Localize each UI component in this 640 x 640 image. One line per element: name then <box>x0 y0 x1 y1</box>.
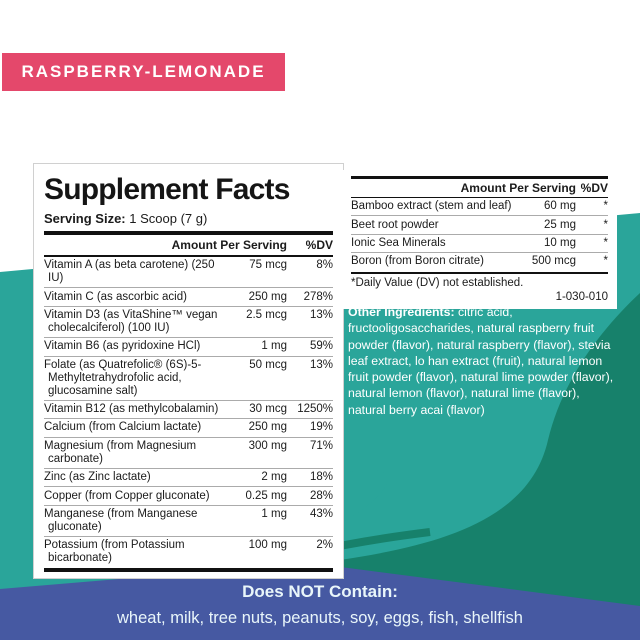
row-dv: * <box>603 255 608 268</box>
row-name: Zinc (as Zinc lactate) <box>44 471 151 484</box>
blue-band <box>0 563 640 640</box>
serving-size-value: 1 Scoop (7 g) <box>129 211 208 226</box>
allergen-items: wheat, milk, tree nuts, peanuts, soy, eg… <box>117 609 523 627</box>
row-dv: * <box>603 200 608 213</box>
row-dv: 43% <box>309 507 333 520</box>
row-dv: 1250% <box>297 403 333 416</box>
row-dv: 71% <box>309 439 333 452</box>
table-row: Manganese (from Manganese gluconate) 1 m… <box>44 504 333 536</box>
table-row: Zinc (as Zinc lactate) 2 mg 18% <box>44 468 333 486</box>
row-amount: 250 mg <box>248 421 287 434</box>
flavor-banner-label: RASPBERRY-LEMONADE <box>21 62 266 81</box>
row-amount: 250 mg <box>248 290 287 303</box>
table-row: Vitamin A (as beta carotene) (250 IU) 75… <box>44 257 333 287</box>
row-amount: 10 mg <box>544 236 576 249</box>
row-name: Beet root powder <box>351 218 439 231</box>
row-amount: 2.5 mcg <box>246 308 287 321</box>
row-dv: 59% <box>309 340 333 353</box>
table-row: Vitamin D3 (as VitaShine™ vegan cholecal… <box>44 305 333 337</box>
table-row: Ionic Sea Minerals 10 mg * <box>351 233 608 252</box>
row-amount: 1 mg <box>261 340 287 353</box>
row-dv: 8% <box>316 259 333 272</box>
row-amount: 100 mg <box>248 539 287 552</box>
row-amount: 25 mg <box>544 218 576 231</box>
dark-leaf-shape <box>105 293 640 640</box>
daily-value-footnote: *Daily Value (DV) not established. <box>351 276 524 289</box>
row-dv: * <box>603 236 608 249</box>
row-name: Calcium (from Calcium lactate) <box>44 421 202 434</box>
row-amount: 0.25 mg <box>245 489 287 502</box>
row-name: Copper (from Copper gluconate) <box>44 489 210 502</box>
allergen-statement: Does NOT Contain: wheat, milk, tree nuts… <box>0 582 640 628</box>
row-amount: 60 mg <box>544 200 576 213</box>
row-dv: * <box>603 218 608 231</box>
table-row: Calcium (from Calcium lactate) 250 mg 19… <box>44 418 333 436</box>
row-dv: 18% <box>309 471 333 484</box>
panel-title: Supplement Facts <box>44 173 290 206</box>
row-dv: 13% <box>309 358 333 371</box>
row-dv: 19% <box>309 421 333 434</box>
row-amount: 75 mcg <box>249 259 287 272</box>
table-row: Copper (from Copper gluconate) 0.25 mg 2… <box>44 486 333 504</box>
supplement-facts-panel: Supplement Facts Serving Size: 1 Scoop (… <box>33 163 344 579</box>
row-name: Folate (as Quatrefolic® (6S)-5-Methyltet… <box>44 358 202 397</box>
table-row: Potassium (from Potassium bicarbonate) 1… <box>44 536 333 567</box>
row-amount: 30 mcg <box>249 403 287 416</box>
table-row: Bamboo extract (stem and leaf) 60 mg * <box>351 198 608 215</box>
row-name: Vitamin B6 (as pyridoxine HCl) <box>44 340 201 353</box>
table-row: Magnesium (from Magnesium carbonate) 300… <box>44 436 333 468</box>
row-name: Boron (from Boron citrate) <box>351 255 484 268</box>
row-amount: 1 mg <box>261 507 287 520</box>
row-name: Vitamin A (as beta carotene) (250 IU) <box>44 259 215 285</box>
other-ingredients: Other Ingredients: citric acid, fructool… <box>348 304 618 418</box>
header-dv-label: %DV <box>580 181 608 195</box>
divider-medium <box>351 271 608 274</box>
row-dv: 28% <box>309 489 333 502</box>
row-name: Vitamin D3 (as VitaShine™ vegan cholecal… <box>44 308 218 334</box>
header-dv-label: %DV <box>305 238 333 252</box>
table-row: Boron (from Boron citrate) 500 mcg * <box>351 252 608 270</box>
table-row: Beet root powder 25 mg * <box>351 215 608 233</box>
allergen-heading: Does NOT Contain: <box>242 582 398 601</box>
row-name: Bamboo extract (stem and leaf) <box>351 200 512 213</box>
row-amount: 300 mg <box>248 439 287 452</box>
row-amount: 50 mcg <box>249 358 287 371</box>
secondary-facts-panel: Amount Per Serving %DV Bamboo extract (s… <box>342 170 617 309</box>
table-header: Amount Per Serving %DV <box>44 235 333 257</box>
divider-bottom <box>44 567 333 572</box>
facts-table: Vitamin A (as beta carotene) (250 IU) 75… <box>44 257 333 568</box>
serving-size-label: Serving Size: <box>44 211 126 226</box>
row-name: Magnesium (from Magnesium carbonate) <box>44 439 197 465</box>
facts-table: Bamboo extract (stem and leaf) 60 mg * B… <box>351 198 608 271</box>
row-dv: 13% <box>309 308 333 321</box>
other-ingredients-text: citric acid, fructooligosaccharides, nat… <box>348 305 614 417</box>
row-amount: 2 mg <box>261 471 287 484</box>
table-row: Vitamin B12 (as methylcobalamin) 30 mcg … <box>44 399 333 418</box>
row-dv: 2% <box>316 539 333 552</box>
table-header: Amount Per Serving %DV <box>351 179 608 198</box>
row-name: Vitamin C (as ascorbic acid) <box>44 290 187 303</box>
table-row: Folate (as Quatrefolic® (6S)-5-Methyltet… <box>44 355 333 400</box>
row-name: Ionic Sea Minerals <box>351 236 446 249</box>
header-amount-label: Amount Per Serving <box>171 238 287 252</box>
other-ingredients-label: Other Ingredients: <box>348 305 455 319</box>
header-amount-label: Amount Per Serving <box>460 181 576 195</box>
product-code: 1-030-010 <box>555 290 608 303</box>
flavor-banner: RASPBERRY-LEMONADE <box>2 53 285 91</box>
row-name: Vitamin B12 (as methylcobalamin) <box>44 403 219 416</box>
row-amount: 500 mcg <box>531 255 576 268</box>
table-row: Vitamin B6 (as pyridoxine HCl) 1 mg 59% <box>44 337 333 355</box>
serving-size: Serving Size: 1 Scoop (7 g) <box>44 211 333 226</box>
row-name: Potassium (from Potassium bicarbonate) <box>44 539 185 565</box>
row-name: Manganese (from Manganese gluconate) <box>44 507 198 533</box>
table-row: Vitamin C (as ascorbic acid) 250 mg 278% <box>44 287 333 305</box>
divider-thick <box>351 176 608 179</box>
row-dv: 278% <box>303 290 333 303</box>
divider-thick <box>44 231 333 235</box>
